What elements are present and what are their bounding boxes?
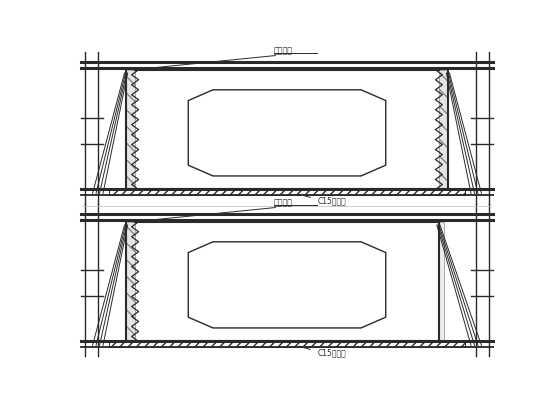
Bar — [125, 222, 135, 341]
Bar — [439, 222, 444, 341]
Text: 龙骨明棒: 龙骨明棒 — [274, 198, 293, 207]
Bar — [109, 341, 465, 347]
Text: C15垫基干: C15垫基干 — [318, 348, 346, 357]
Bar — [125, 70, 135, 189]
Text: 龙骨明棒: 龙骨明棒 — [274, 46, 293, 55]
Text: C15垫基干: C15垫基干 — [318, 196, 346, 205]
Bar — [439, 70, 449, 189]
Bar — [109, 189, 465, 195]
